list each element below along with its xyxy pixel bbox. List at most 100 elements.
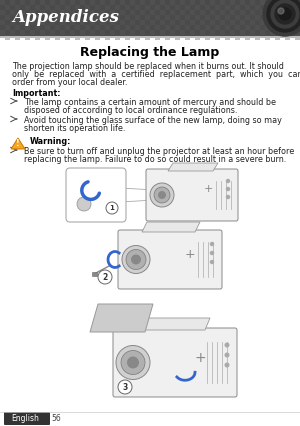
Text: +: + bbox=[194, 351, 206, 365]
Bar bbox=[265, 15, 270, 20]
Bar bbox=[105, 5, 110, 10]
Bar bbox=[25, 25, 30, 30]
Bar bbox=[125, 5, 130, 10]
Bar bbox=[285, 5, 290, 10]
Bar bbox=[5, 15, 10, 20]
Circle shape bbox=[131, 254, 141, 265]
Bar bbox=[5, 5, 10, 10]
Bar bbox=[230, 10, 235, 15]
Bar bbox=[85, 25, 90, 30]
Bar bbox=[250, 0, 255, 5]
Bar bbox=[125, 15, 130, 20]
Bar bbox=[160, 30, 165, 35]
Bar bbox=[225, 5, 230, 10]
Text: Important:: Important: bbox=[12, 89, 61, 98]
Bar bbox=[220, 0, 225, 5]
Bar bbox=[0, 30, 5, 35]
Polygon shape bbox=[90, 304, 153, 332]
Bar bbox=[160, 0, 165, 5]
Bar bbox=[70, 0, 75, 5]
Bar bbox=[85, 5, 90, 10]
Bar bbox=[65, 5, 70, 10]
Polygon shape bbox=[11, 138, 25, 149]
Bar bbox=[35, 5, 40, 10]
Bar bbox=[40, 10, 45, 15]
Bar bbox=[10, 10, 15, 15]
Bar bbox=[35, 25, 40, 30]
Bar bbox=[60, 30, 65, 35]
Bar bbox=[120, 30, 125, 35]
Circle shape bbox=[275, 4, 295, 24]
Bar bbox=[220, 30, 225, 35]
Bar bbox=[185, 15, 190, 20]
Bar bbox=[195, 5, 200, 10]
Bar bbox=[170, 0, 175, 5]
Text: 56: 56 bbox=[51, 414, 61, 423]
Bar bbox=[210, 20, 215, 25]
Bar bbox=[65, 35, 70, 40]
Bar bbox=[60, 0, 65, 5]
Polygon shape bbox=[142, 222, 200, 232]
Bar bbox=[55, 15, 60, 20]
Bar bbox=[170, 10, 175, 15]
Bar bbox=[90, 30, 95, 35]
Bar bbox=[105, 25, 110, 30]
Bar bbox=[115, 35, 120, 40]
Bar bbox=[125, 25, 130, 30]
Bar bbox=[100, 30, 105, 35]
Bar bbox=[45, 35, 50, 40]
Bar bbox=[20, 30, 25, 35]
Bar bbox=[95, 15, 100, 20]
Bar bbox=[175, 15, 180, 20]
Text: replacing the lamp. Failure to do so could result in a severe burn.: replacing the lamp. Failure to do so cou… bbox=[24, 155, 286, 164]
Bar bbox=[180, 0, 185, 5]
Bar bbox=[170, 20, 175, 25]
Bar bbox=[130, 0, 135, 5]
Bar bbox=[60, 20, 65, 25]
Bar bbox=[30, 30, 35, 35]
FancyBboxPatch shape bbox=[66, 168, 126, 222]
Circle shape bbox=[226, 187, 230, 190]
Bar bbox=[165, 25, 170, 30]
Bar bbox=[90, 10, 95, 15]
Bar bbox=[150, 0, 155, 5]
Bar bbox=[80, 20, 85, 25]
Bar bbox=[260, 30, 265, 35]
Bar bbox=[195, 15, 200, 20]
Bar bbox=[260, 20, 265, 25]
Bar bbox=[135, 15, 140, 20]
Bar bbox=[290, 30, 295, 35]
Bar bbox=[200, 10, 205, 15]
Bar bbox=[230, 20, 235, 25]
Bar bbox=[255, 35, 260, 40]
Bar bbox=[215, 25, 220, 30]
Bar bbox=[50, 10, 55, 15]
Bar bbox=[40, 20, 45, 25]
Bar bbox=[295, 5, 300, 10]
Bar bbox=[100, 20, 105, 25]
Bar bbox=[135, 25, 140, 30]
Bar bbox=[30, 0, 35, 5]
Text: only  be  replaced  with  a  certified  replacement  part,  which  you  can: only be replaced with a certified replac… bbox=[12, 70, 300, 79]
Text: order from your local dealer.: order from your local dealer. bbox=[12, 78, 128, 87]
Bar bbox=[145, 25, 150, 30]
Bar bbox=[70, 10, 75, 15]
Bar bbox=[95, 5, 100, 10]
Bar bbox=[160, 10, 165, 15]
Circle shape bbox=[126, 250, 146, 270]
Bar bbox=[250, 10, 255, 15]
Bar bbox=[255, 15, 260, 20]
Bar bbox=[230, 30, 235, 35]
Bar bbox=[245, 15, 250, 20]
Circle shape bbox=[267, 0, 300, 32]
Bar bbox=[150, 20, 155, 25]
Bar bbox=[130, 30, 135, 35]
Text: Appendices: Appendices bbox=[12, 9, 119, 26]
Circle shape bbox=[121, 351, 145, 374]
Bar bbox=[175, 5, 180, 10]
Bar bbox=[190, 10, 195, 15]
Text: Be sure to turn off and unplug the projector at least an hour before: Be sure to turn off and unplug the proje… bbox=[24, 147, 294, 156]
Bar bbox=[25, 35, 30, 40]
Bar bbox=[80, 0, 85, 5]
Bar bbox=[235, 25, 240, 30]
